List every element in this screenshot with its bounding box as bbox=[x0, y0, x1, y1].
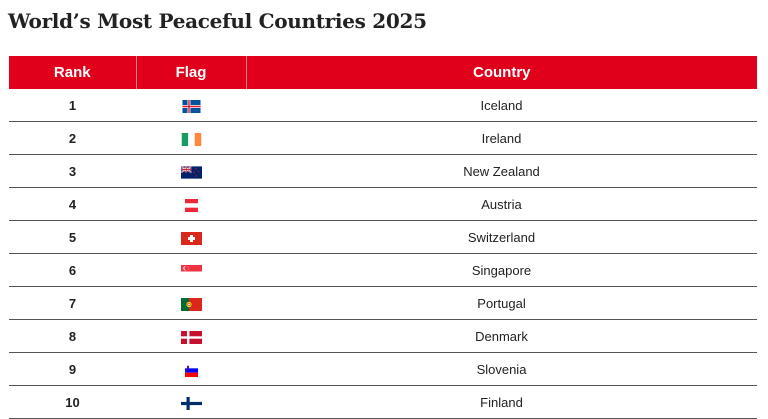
rank-cell: 8 bbox=[9, 319, 136, 353]
new-zealand-flag-icon bbox=[180, 165, 202, 179]
peaceful-countries-table: Rank Flag Country 1 Iceland 2 Ireland bbox=[9, 56, 757, 419]
slovenia-flag-icon bbox=[181, 363, 202, 377]
flag-column-header: Flag bbox=[136, 56, 247, 89]
table-row: 6 Singapore bbox=[9, 253, 757, 287]
iceland-flag-icon bbox=[181, 99, 202, 113]
country-cell: Portugal bbox=[246, 286, 757, 320]
country-cell: Finland bbox=[246, 385, 757, 419]
country-cell: New Zealand bbox=[246, 154, 757, 188]
table-row: 9 Slovenia bbox=[9, 352, 757, 386]
country-column-header: Country bbox=[246, 56, 757, 89]
table-row: 4 Austria bbox=[9, 187, 757, 221]
table-row: 10 Finland bbox=[9, 385, 757, 419]
rank-column-header: Rank bbox=[9, 56, 137, 89]
rank-cell: 10 bbox=[9, 385, 136, 419]
rank-cell: 4 bbox=[9, 187, 136, 221]
country-cell: Denmark bbox=[246, 319, 757, 353]
flag-cell bbox=[136, 352, 246, 386]
portugal-flag-icon bbox=[180, 297, 202, 311]
flag-cell bbox=[136, 89, 246, 122]
flag-cell bbox=[136, 385, 246, 419]
table-row: 5 Switzerland bbox=[9, 220, 757, 254]
rank-cell: 5 bbox=[9, 220, 136, 254]
flag-cell bbox=[136, 253, 246, 287]
switzerland-flag-icon bbox=[180, 231, 202, 245]
flag-cell bbox=[136, 154, 246, 188]
country-cell: Austria bbox=[246, 187, 757, 221]
table-row: 7 Portugal bbox=[9, 286, 757, 320]
rank-cell: 1 bbox=[9, 89, 136, 122]
flag-cell bbox=[136, 187, 246, 221]
country-cell: Singapore bbox=[246, 253, 757, 287]
flag-cell bbox=[136, 286, 246, 320]
country-cell: Ireland bbox=[246, 121, 757, 155]
austria-flag-icon bbox=[181, 198, 202, 212]
rank-cell: 6 bbox=[9, 253, 136, 287]
finland-flag-icon bbox=[180, 396, 202, 410]
rank-cell: 3 bbox=[9, 154, 136, 188]
rank-cell: 7 bbox=[9, 286, 136, 320]
country-cell: Switzerland bbox=[246, 220, 757, 254]
flag-cell bbox=[136, 220, 246, 254]
country-cell: Iceland bbox=[246, 89, 757, 122]
singapore-flag-icon bbox=[180, 264, 202, 278]
table-row: 1 Iceland bbox=[9, 89, 757, 122]
flag-cell bbox=[136, 319, 246, 353]
flag-cell bbox=[136, 121, 246, 155]
ireland-flag-icon bbox=[181, 132, 202, 146]
table-header-row: Rank Flag Country bbox=[9, 56, 757, 89]
table-row: 2 Ireland bbox=[9, 121, 757, 155]
rank-cell: 2 bbox=[9, 121, 136, 155]
denmark-flag-icon bbox=[180, 330, 202, 344]
table-row: 3 New Zealand bbox=[9, 154, 757, 188]
rank-cell: 9 bbox=[9, 352, 136, 386]
page-title: World’s Most Peaceful Countries 2025 bbox=[8, 9, 427, 33]
country-cell: Slovenia bbox=[246, 352, 757, 386]
table-row: 8 Denmark bbox=[9, 319, 757, 353]
